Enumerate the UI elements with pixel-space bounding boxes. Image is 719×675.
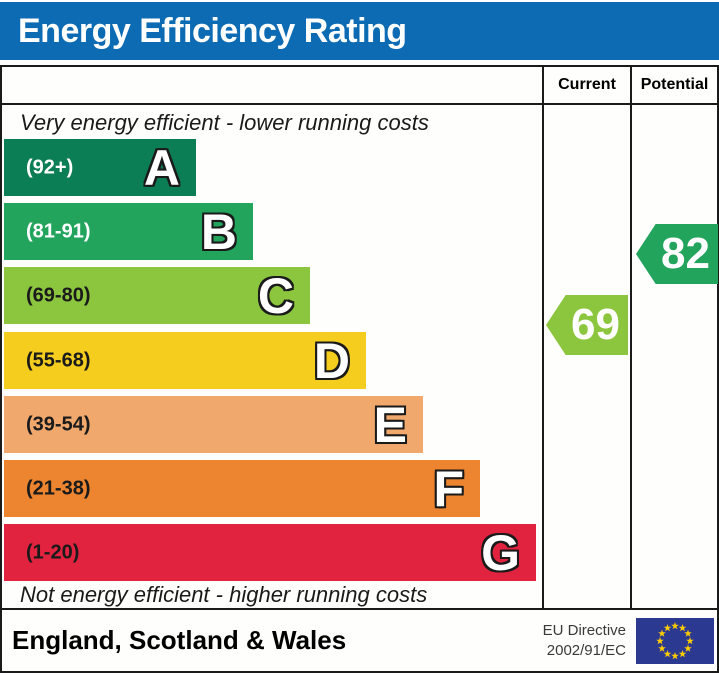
band-range: (21-38) [26,477,91,499]
band-letter: F [433,460,464,517]
chart-area: Very energy efficient - lower running co… [2,105,718,610]
band-e: (39-54) E [4,396,423,453]
title-bar: Energy Efficiency Rating [0,2,719,60]
current-rating-arrow: 69 [546,295,628,355]
caption-bottom: Not energy efficient - higher running co… [20,582,428,607]
column-header-potential: Potential [630,67,717,103]
region-label: England, Scotland & Wales [12,625,347,655]
band-d: (55-68) D [4,332,366,389]
potential-rating-value: 82 [661,229,710,278]
caption-top: Very energy efficient - lower running co… [20,110,429,135]
current-rating-value: 69 [571,300,620,349]
band-range: (81-91) [26,220,91,242]
band-f: (21-38) F [4,460,480,517]
page-title: Energy Efficiency Rating [18,11,407,50]
eu-directive-line1: EU Directive [542,622,626,639]
band-letter: A [143,139,180,196]
band-range: (55-68) [26,349,91,371]
band-a: (92+) A [4,139,196,196]
footer: England, Scotland & Wales EU Directive 2… [2,610,717,671]
chart-header-row: Current Potential [2,67,717,105]
band-range: (92+) [26,156,74,178]
band-range: (39-54) [26,413,91,435]
band-g: (1-20) G [4,524,536,581]
band-letter: C [257,267,294,324]
header-spacer [2,67,542,103]
band-letter: B [200,203,237,260]
band-range: (69-80) [26,284,91,306]
band-c: (69-80) C [4,267,310,324]
column-header-current: Current [542,67,630,103]
eu-directive-label: EU Directive 2002/91/EC [543,621,626,660]
band-letter: D [313,332,350,389]
band-letter: G [481,524,520,581]
eu-flag-icon [636,617,714,664]
column-divider [542,105,544,608]
band-range: (1-20) [26,541,80,563]
eu-directive-line2: 2002/91/EC [546,641,626,659]
band-b: (81-91) B [4,203,253,260]
band-letter: E [373,396,407,453]
rating-chart: Current Potential Very energy efficient … [0,65,719,673]
column-divider [630,105,632,608]
potential-rating-arrow: 82 [636,224,718,284]
